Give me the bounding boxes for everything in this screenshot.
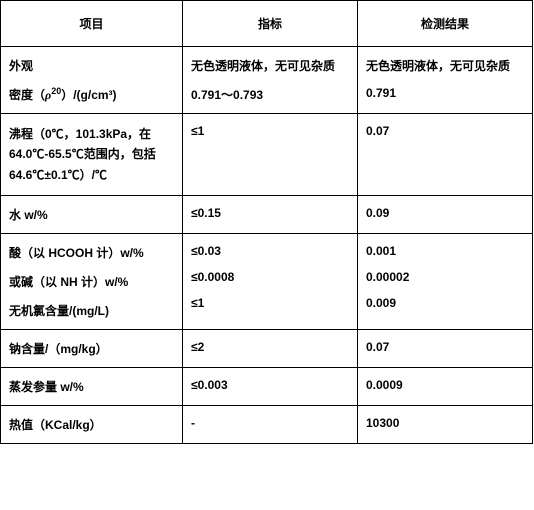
cell-spec: ≤0.15 (183, 196, 358, 234)
label-acid: 酸（以 HCOOH 计）w/% (9, 244, 174, 261)
table-row: 钠含量/（mg/kg） ≤2 0.07 (1, 330, 533, 368)
result-density: 0.791 (366, 86, 524, 100)
header-row: 项目 指标 检测结果 (1, 1, 533, 47)
header-result: 检测结果 (358, 1, 533, 47)
result-appearance: 无色透明液体，无可见杂质 (366, 57, 524, 74)
label-base: 或碱（以 NH 计）w/% (9, 273, 174, 290)
cell-item: 酸（以 HCOOH 计）w/% 或碱（以 NH 计）w/% 无机氯含量/(mg/… (1, 234, 183, 330)
cell-spec: - (183, 406, 358, 444)
cell-item: 热值（KCal/kg） (1, 406, 183, 444)
cell-item: 水 w/% (1, 196, 183, 234)
cell-result: 0.0009 (358, 368, 533, 406)
table-row: 外观 密度（ρ20）/(g/cm³) 无色透明液体，无可见杂质 0.791～0.… (1, 47, 533, 114)
cell-spec: ≤2 (183, 330, 358, 368)
cell-spec: ≤0.03 ≤0.0008 ≤1 (183, 234, 358, 330)
rho-sup: 20 (51, 86, 61, 96)
spec-density: 0.791～0.793 (191, 86, 349, 103)
spec-acid: ≤0.03 (191, 244, 349, 258)
header-spec: 指标 (183, 1, 358, 47)
table-row: 蒸发参量 w/% ≤0.003 0.0009 (1, 368, 533, 406)
cell-result: 0.09 (358, 196, 533, 234)
cell-result: 无色透明液体，无可见杂质 0.791 (358, 47, 533, 114)
cell-spec: ≤1 (183, 114, 358, 196)
table-row: 水 w/% ≤0.15 0.09 (1, 196, 533, 234)
cell-item: 钠含量/（mg/kg） (1, 330, 183, 368)
label-appearance: 外观 (9, 57, 174, 74)
table-row: 酸（以 HCOOH 计）w/% 或碱（以 NH 计）w/% 无机氯含量/(mg/… (1, 234, 533, 330)
label-density: 密度（ρ20）/(g/cm³) (9, 86, 174, 103)
density-pre: 密度（ (9, 88, 45, 102)
result-base: 0.00002 (366, 270, 524, 284)
table-row: 沸程（0℃，101.3kPa，在 64.0℃-65.5℃范围内，包括 64.6℃… (1, 114, 533, 196)
cell-item: 外观 密度（ρ20）/(g/cm³) (1, 47, 183, 114)
cell-result: 0.07 (358, 330, 533, 368)
header-item: 项目 (1, 1, 183, 47)
spec-base: ≤0.0008 (191, 270, 349, 284)
cell-spec: ≤0.003 (183, 368, 358, 406)
spec-appearance: 无色透明液体，无可见杂质 (191, 57, 349, 74)
spec-table: 项目 指标 检测结果 外观 密度（ρ20）/(g/cm³) 无色透明液体，无可见… (0, 0, 533, 444)
cell-result: 0.001 0.00002 0.009 (358, 234, 533, 330)
cell-result: 10300 (358, 406, 533, 444)
result-acid: 0.001 (366, 244, 524, 258)
table-row: 热值（KCal/kg） - 10300 (1, 406, 533, 444)
cell-result: 0.07 (358, 114, 533, 196)
label-chloride: 无机氯含量/(mg/L) (9, 302, 174, 319)
result-chloride: 0.009 (366, 296, 524, 310)
spec-chloride: ≤1 (191, 296, 349, 310)
cell-item: 蒸发参量 w/% (1, 368, 183, 406)
density-post: ）/(g/cm³) (61, 88, 116, 102)
cell-spec: 无色透明液体，无可见杂质 0.791～0.793 (183, 47, 358, 114)
cell-item: 沸程（0℃，101.3kPa，在 64.0℃-65.5℃范围内，包括 64.6℃… (1, 114, 183, 196)
